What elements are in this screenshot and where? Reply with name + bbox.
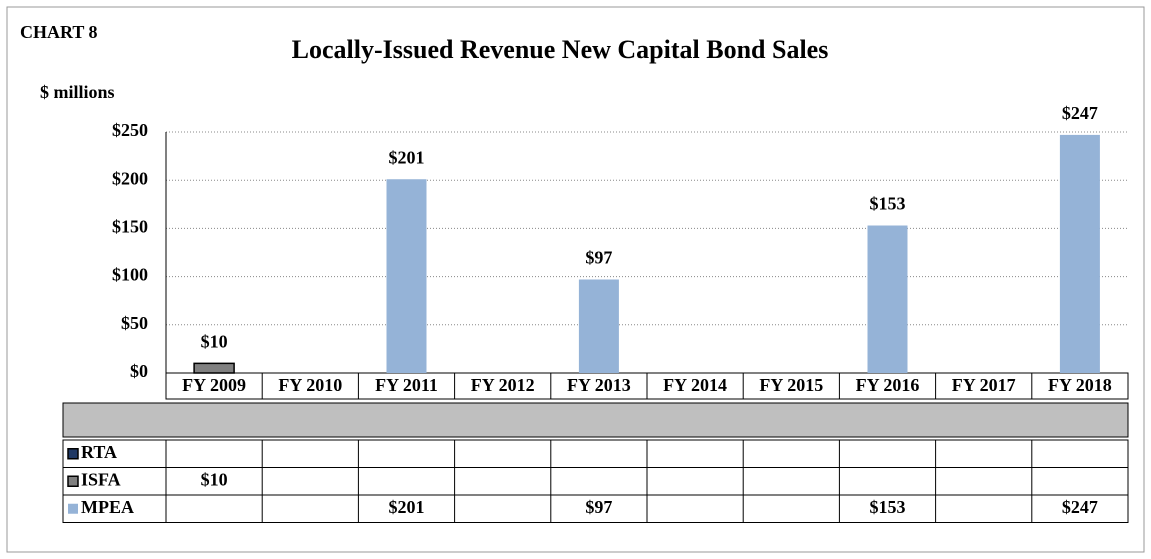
bar — [867, 225, 908, 373]
data-label: $10 — [201, 331, 228, 351]
x-tick-label: FY 2013 — [567, 375, 631, 395]
legend-label: ISFA — [81, 469, 121, 489]
x-tick-label: FY 2011 — [375, 375, 438, 395]
table-cell: $10 — [201, 469, 228, 489]
chart-title: Locally-Issued Revenue New Capital Bond … — [292, 35, 829, 64]
y-tick-label: $200 — [112, 168, 148, 188]
table-border — [62, 439, 1129, 523]
data-label: $97 — [585, 248, 612, 268]
bar — [193, 362, 235, 374]
x-tick-label: FY 2016 — [856, 375, 920, 395]
x-tick-label: FY 2009 — [182, 375, 246, 395]
table-cell: $153 — [870, 497, 906, 517]
data-label: $247 — [1062, 103, 1098, 123]
x-tick-label: FY 2017 — [952, 375, 1016, 395]
bar — [386, 179, 427, 373]
bar — [578, 279, 619, 373]
y-tick-label: $150 — [112, 217, 148, 237]
x-tick-label: FY 2015 — [759, 375, 823, 395]
chart-label: CHART 8 — [20, 22, 98, 42]
y-tick-label: $100 — [112, 265, 148, 285]
x-tick-label: FY 2012 — [471, 375, 535, 395]
legend-key — [67, 448, 79, 460]
data-label: $153 — [870, 194, 906, 214]
legend-key — [67, 475, 79, 487]
bar — [1059, 134, 1100, 373]
y-tick-label: $50 — [121, 313, 148, 333]
table-cell: $247 — [1062, 497, 1098, 517]
y-tick-label: $250 — [112, 120, 148, 140]
data-label: $201 — [389, 147, 425, 167]
legend-label: RTA — [81, 442, 117, 462]
legend-label: MPEA — [81, 497, 134, 517]
table-cell: $97 — [585, 497, 612, 517]
x-tick-label: FY 2018 — [1048, 375, 1112, 395]
y-axis-label: $ millions — [40, 82, 115, 102]
chart-border — [6, 6, 1145, 553]
y-tick-label: $0 — [130, 361, 148, 381]
x-tick-label: FY 2010 — [278, 375, 342, 395]
table-cell: $201 — [389, 497, 425, 517]
x-tick-label: FY 2014 — [663, 375, 727, 395]
gray-band — [62, 402, 1129, 438]
legend-key — [68, 503, 78, 514]
